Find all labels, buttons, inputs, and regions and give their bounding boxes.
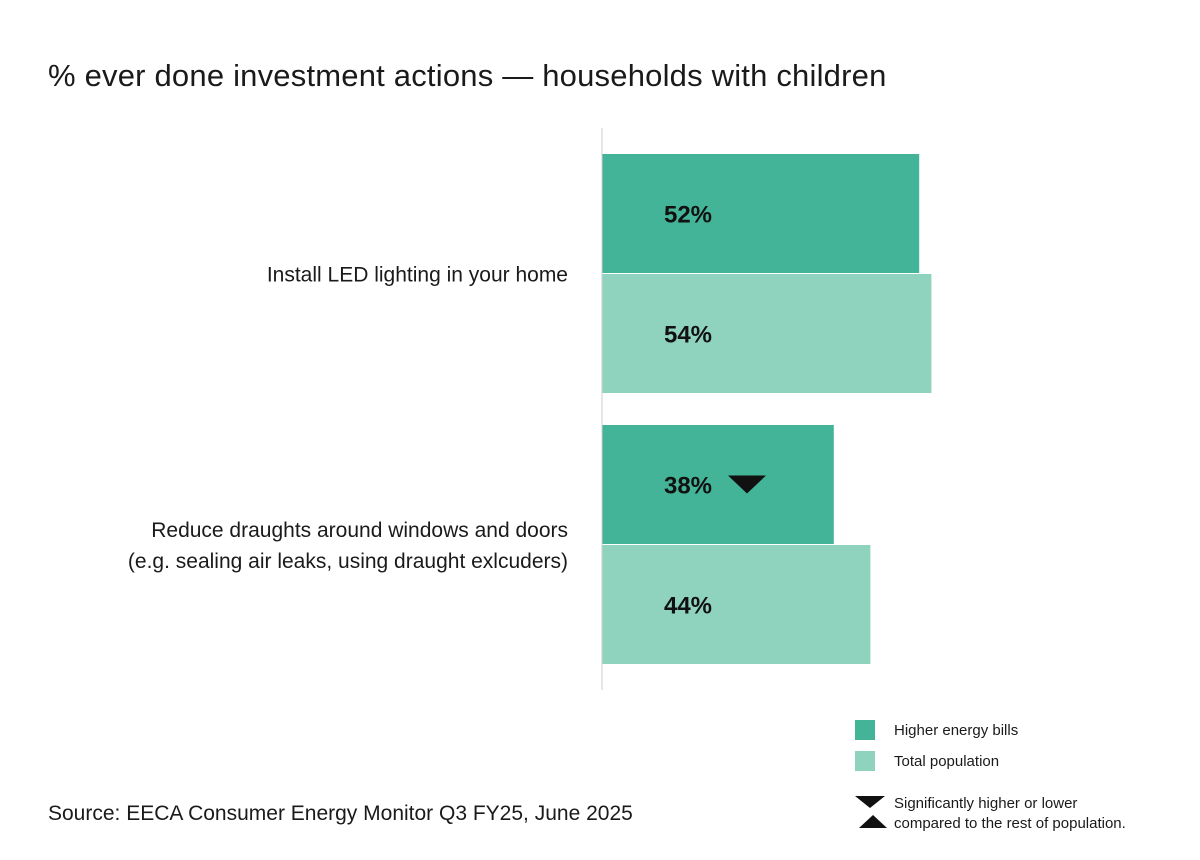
data-label-total-population-2: 44% [664,593,712,620]
bar-higher-energy-bills-2 [602,425,834,544]
category-label-2-line-2: (e.g. sealing air leaks, using draught e… [128,550,568,573]
bar-total-population-2 [602,545,871,664]
significance-icons [855,796,887,828]
source-note: Source: EECA Consumer Energy Monitor Q3 … [48,802,633,825]
data-label-total-population-1: 54% [664,322,712,349]
legend-item-total-population: Total population [855,751,999,771]
legend-swatch-higher-energy-bills [855,720,875,740]
data-label-higher-energy-bills-2: 38% [664,473,712,500]
significance-text: Significantly higher or lower compared t… [894,794,1126,834]
significance-line-2: compared to the rest of population. [894,815,1126,832]
legend-item-higher-energy-bills: Higher energy bills [855,720,1018,740]
data-label-higher-energy-bills-1: 52% [664,202,712,229]
triangle-up-icon [859,815,887,828]
significance-line-1: Significantly higher or lower [894,795,1078,812]
bar-higher-energy-bills-1 [602,154,920,273]
legend-swatch-total-population [855,751,875,771]
category-label-2-line-1: Reduce draughts around windows and doors [151,519,568,542]
triangle-down-icon [855,796,885,808]
significance-lower-marker [728,475,766,494]
category-label-1-line-1: Install LED lighting in your home [267,264,568,287]
legend-label-higher-energy-bills: Higher energy bills [894,721,1019,739]
legend-label-total-population: Total population [894,752,1000,770]
bar-total-population-1 [602,274,932,393]
chart-title: % ever done investment actions — househo… [48,58,887,93]
